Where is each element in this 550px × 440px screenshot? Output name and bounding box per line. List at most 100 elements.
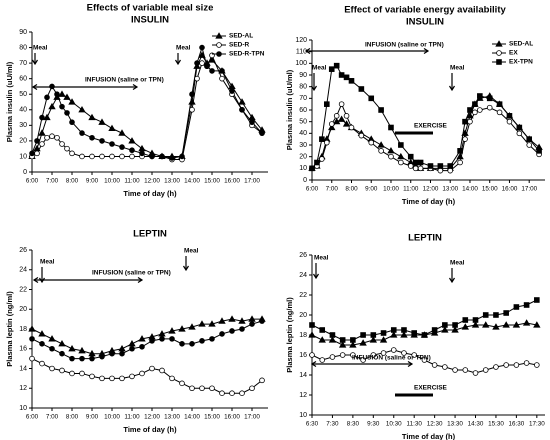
point	[159, 336, 165, 342]
y-tick-label: 100	[295, 60, 307, 67]
point	[333, 62, 340, 69]
point	[79, 130, 85, 136]
point	[526, 136, 533, 142]
meal-arrow-head	[310, 85, 318, 92]
y-axis-label: Plasma insulin (uU/ml)	[5, 61, 14, 142]
point	[442, 322, 448, 328]
point	[319, 136, 325, 142]
point	[128, 137, 136, 144]
point	[461, 129, 469, 136]
point	[369, 336, 378, 343]
point	[199, 60, 205, 66]
x-tick-label: 12:00	[144, 414, 160, 421]
point	[78, 105, 86, 113]
y-tick-label: 0	[23, 169, 27, 176]
y-tick-label: 18	[19, 326, 27, 333]
point	[239, 326, 245, 332]
point	[379, 336, 388, 343]
point	[59, 141, 65, 147]
point	[29, 150, 35, 157]
point	[64, 145, 70, 152]
point	[328, 123, 336, 131]
x-tick-label: 6:00	[26, 178, 39, 185]
point	[109, 350, 115, 357]
point	[118, 344, 126, 352]
series-line	[31, 358, 263, 394]
point	[417, 159, 424, 166]
point	[209, 68, 215, 74]
point	[209, 336, 215, 342]
point	[377, 141, 385, 148]
legend-label: SED-R-TPN	[229, 51, 265, 58]
point	[472, 101, 478, 107]
point	[329, 332, 336, 338]
point	[466, 112, 474, 119]
point	[401, 350, 407, 356]
series-line	[31, 320, 263, 360]
point	[239, 390, 245, 396]
point	[412, 159, 419, 166]
point	[59, 350, 65, 357]
point	[68, 98, 76, 105]
annotation: INFUSION (saline or TPN)	[352, 355, 431, 362]
x-tick-label: 7:30	[326, 421, 339, 428]
point	[228, 315, 236, 322]
point	[109, 153, 115, 160]
point	[456, 152, 464, 160]
point	[119, 144, 125, 150]
point	[358, 132, 365, 139]
y-tick-label: 50	[19, 91, 27, 98]
point	[337, 115, 346, 122]
meal-arrow-head	[38, 277, 46, 284]
point	[34, 150, 40, 157]
x-tick-label: 9:00	[365, 186, 378, 193]
point	[48, 102, 56, 110]
x-tick-label: 11:00	[403, 186, 419, 193]
y-tick-label: 10	[19, 153, 27, 160]
point	[59, 367, 65, 374]
point	[319, 156, 325, 162]
point	[204, 63, 210, 70]
point	[99, 138, 105, 144]
meal-arrow-head	[182, 265, 190, 272]
point	[68, 344, 76, 352]
point	[319, 327, 326, 333]
y-tick-label: 26	[19, 247, 27, 254]
x-tick-label: 17:00	[521, 186, 537, 193]
x-tick-label: 13:00	[442, 186, 458, 193]
point	[48, 335, 56, 342]
point	[54, 134, 60, 141]
point	[79, 355, 85, 362]
point	[38, 129, 46, 136]
chart-subtitle: INSULIN	[131, 15, 169, 26]
point	[328, 121, 335, 127]
chart-title: LEPTIN	[408, 233, 442, 244]
point	[44, 94, 50, 101]
point	[98, 118, 106, 125]
y-tick-label: 50	[299, 119, 307, 126]
point	[248, 113, 256, 121]
x-tick-label: 11:30	[407, 421, 423, 428]
point	[38, 330, 46, 337]
point	[536, 148, 542, 154]
point	[513, 304, 520, 310]
point	[29, 355, 35, 362]
point	[349, 341, 357, 348]
y-tick-label: 120	[295, 37, 307, 44]
annotation: INFUSION (saline or TPN)	[365, 42, 444, 49]
point	[467, 118, 473, 125]
x-tick-label: 16:30	[509, 421, 525, 428]
point	[249, 385, 255, 392]
x-tick-label: 12:00	[144, 178, 160, 185]
point	[179, 341, 185, 347]
point	[79, 153, 85, 160]
meal-arrow-head	[312, 273, 320, 280]
y-tick-label: 40	[299, 130, 307, 137]
point	[99, 375, 105, 382]
point	[188, 323, 196, 330]
y-tick-label: 70	[299, 95, 307, 102]
point	[390, 327, 397, 333]
point	[492, 323, 500, 330]
point	[482, 367, 489, 373]
point	[496, 109, 503, 116]
